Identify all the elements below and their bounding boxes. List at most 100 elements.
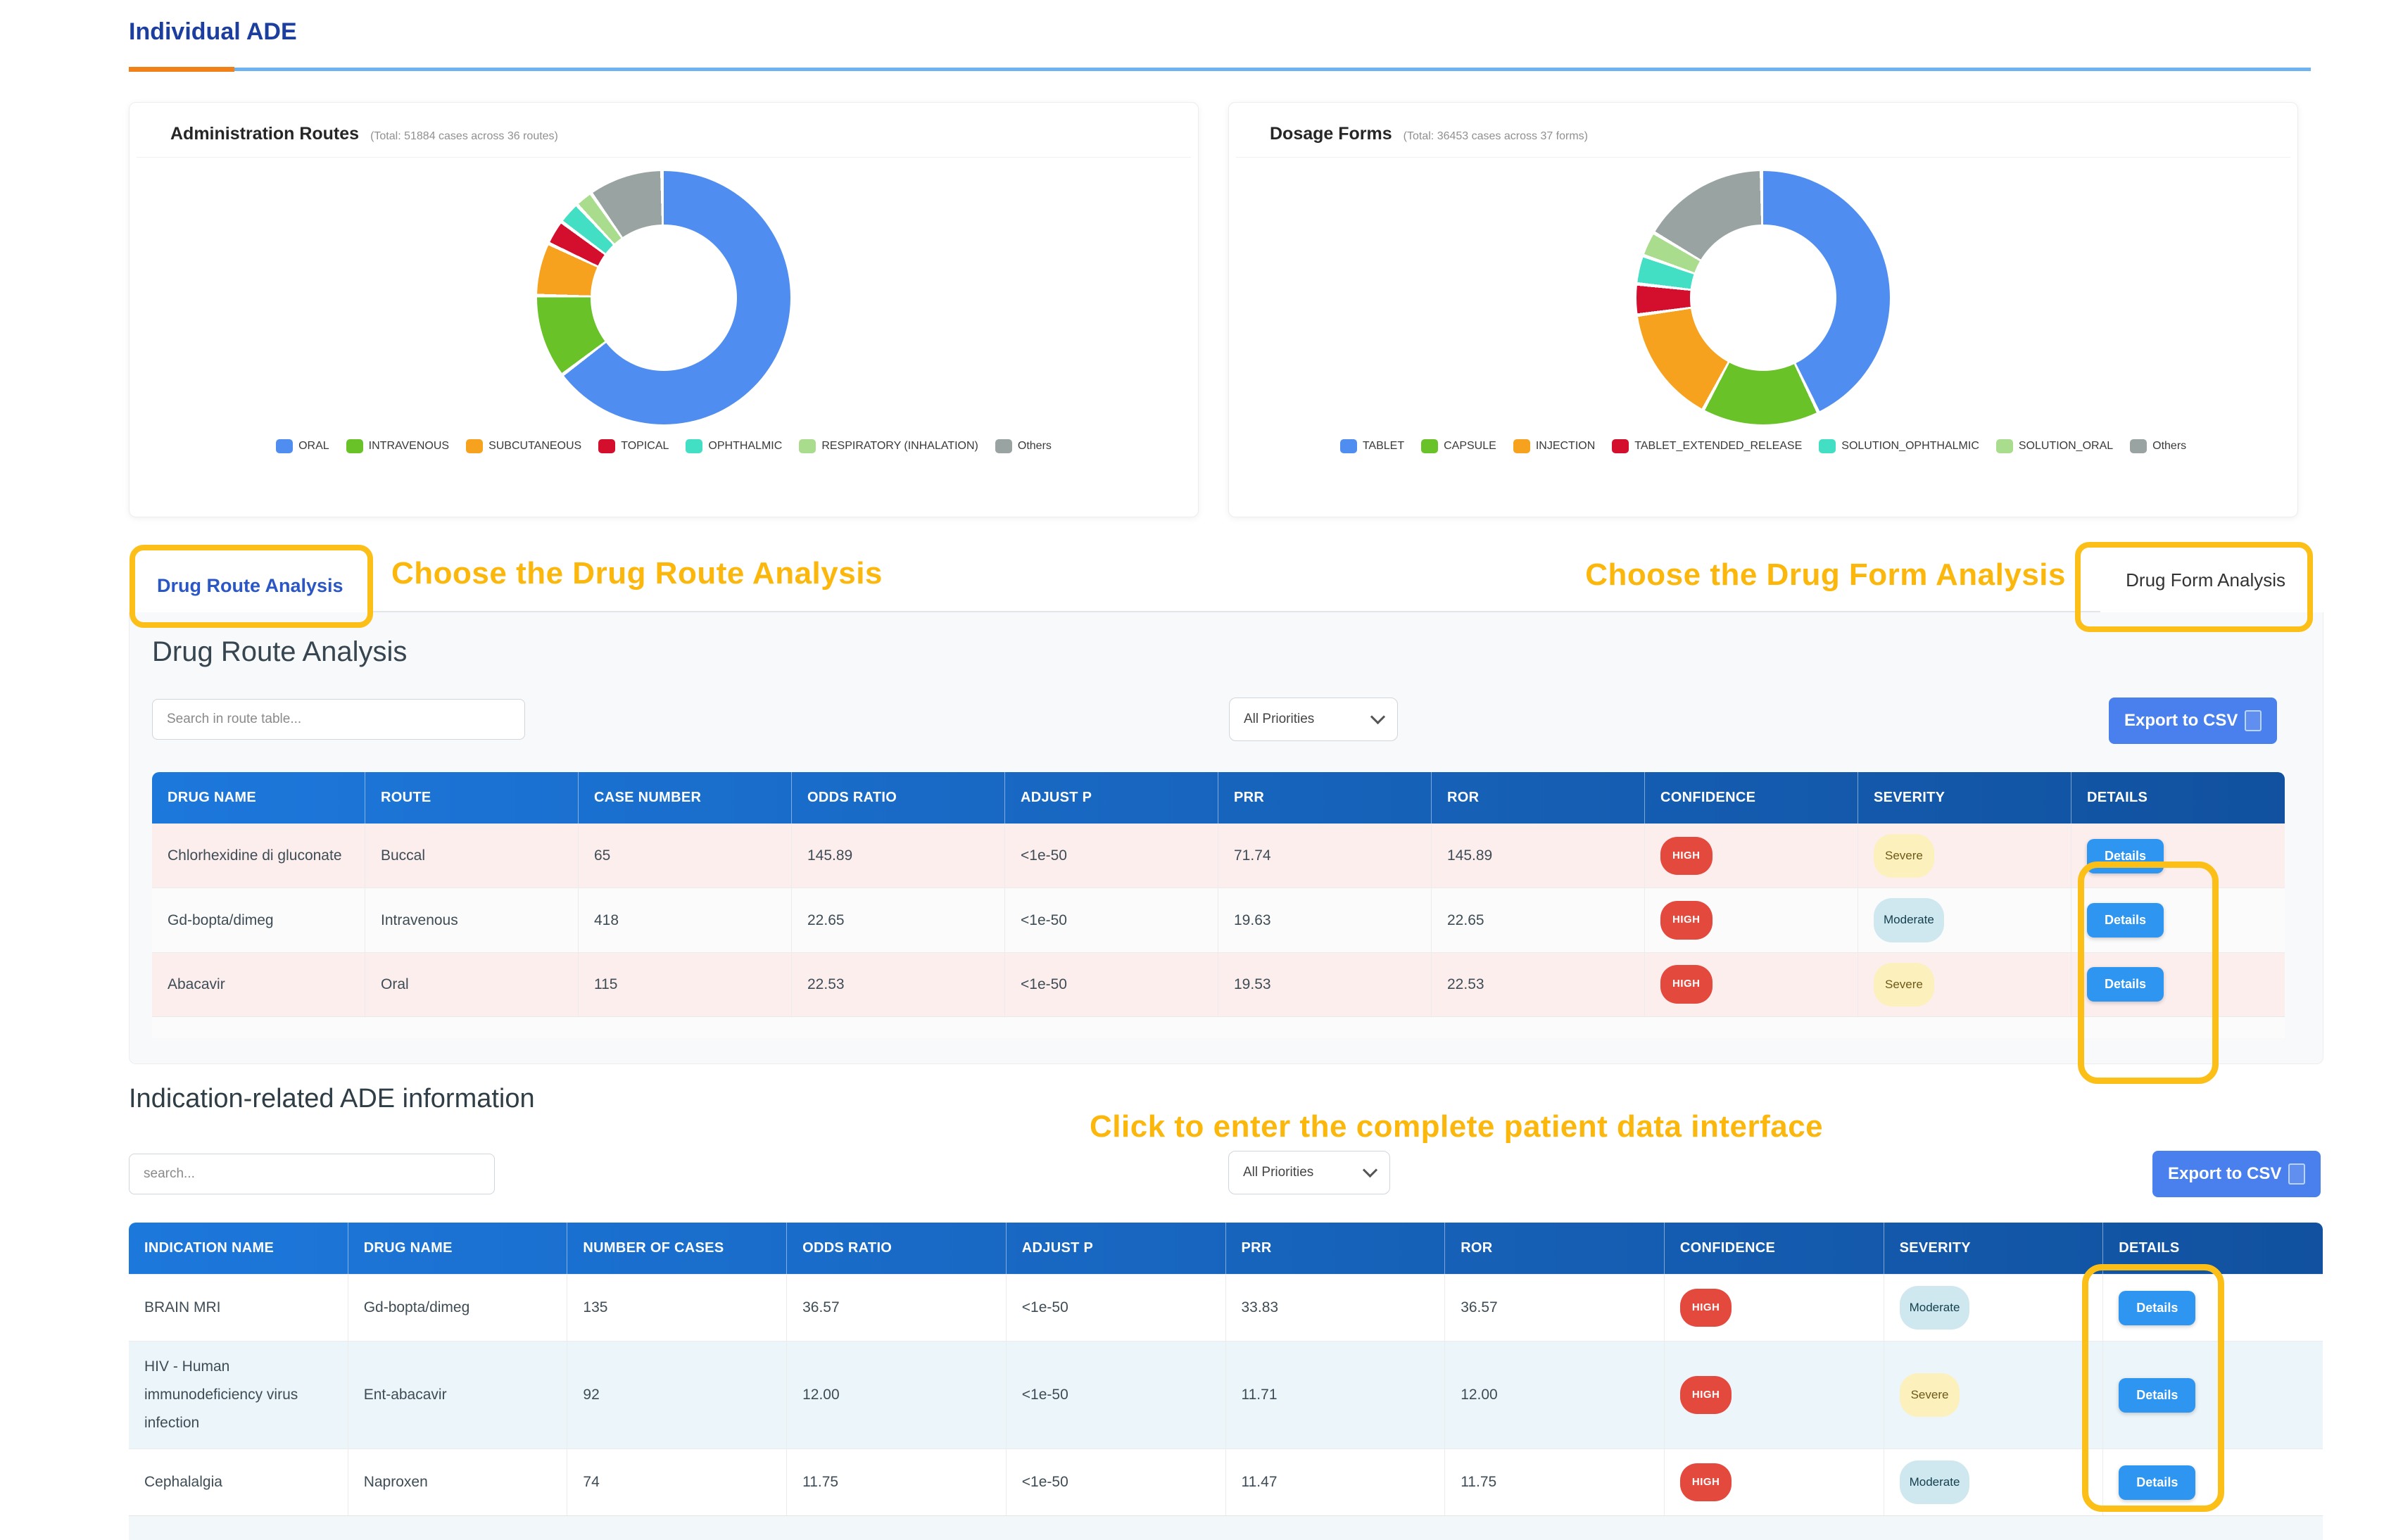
tab-underline-active-segment (129, 67, 234, 72)
column-header[interactable]: SEVERITY (1858, 772, 2071, 823)
tab-underline-track (234, 68, 2311, 71)
table-cell: 145.89 (792, 824, 1005, 888)
annotation-choose-form: Choose the Drug Form Analysis (1585, 557, 2066, 592)
column-header[interactable]: ROUTE (365, 772, 579, 823)
legend-item[interactable]: CAPSULE (1421, 439, 1496, 453)
confidence-cell: HIGH (1665, 1275, 1884, 1342)
confidence-cell: HIGH (1645, 888, 1858, 952)
column-header[interactable]: CONFIDENCE (1645, 772, 1858, 823)
legend-item[interactable]: TABLET (1339, 439, 1404, 453)
legend-item[interactable]: INJECTION (1513, 439, 1595, 453)
details-button[interactable]: Details (2119, 1465, 2196, 1500)
severity-cell: Moderate (1884, 1275, 2104, 1342)
legend-item[interactable]: TABLET_EXTENDED_RELEASE (1612, 439, 1802, 453)
column-header[interactable]: ODDS RATIO (792, 772, 1005, 823)
details-button[interactable]: Details (2119, 1377, 2196, 1413)
column-header[interactable]: CASE NUMBER (579, 772, 792, 823)
donut-hole (1690, 225, 1836, 371)
table-row-partial (129, 1515, 2323, 1540)
legend-swatch-icon (2130, 439, 2148, 453)
confidence-cell: HIGH (1665, 1449, 1884, 1516)
table-cell: <1e-50 (1007, 1275, 1226, 1342)
legend-swatch-icon (1421, 439, 1439, 453)
table-cell: Abacavir (152, 952, 365, 1016)
route-search-input[interactable] (152, 699, 525, 740)
table-cell: 36.57 (787, 1275, 1007, 1342)
legend-item[interactable]: Others (995, 439, 1052, 453)
legend-item[interactable]: Others (2130, 439, 2186, 453)
legend-item[interactable]: RESPIRATORY (INHALATION) (799, 439, 978, 453)
export-csv-button[interactable]: Export to CSV (2109, 698, 2278, 744)
column-header[interactable]: INDICATION NAME (129, 1223, 348, 1274)
legend-swatch-icon (799, 439, 816, 453)
table-row: Cephalalgia Naproxen 74 11.75 <1e-50 11.47 11.… (129, 1448, 2323, 1516)
dosage-forms-donut[interactable] (1636, 171, 1890, 424)
card-title: Dosage Forms (1270, 124, 1392, 144)
legend-label: OPHTHALMIC (708, 440, 783, 452)
details-button[interactable]: Details (2087, 838, 2164, 873)
column-header[interactable]: CONFIDENCE (1665, 1223, 1884, 1274)
legend-item[interactable]: SOLUTION_OPHTHALMIC (1819, 439, 1979, 453)
tab-drug-form-analysis[interactable]: Drug Form Analysis (2100, 553, 2311, 612)
severity-cell: Moderate (1884, 1449, 2104, 1516)
legend-item[interactable]: INTRAVENOUS (346, 439, 449, 453)
table-body: Chlorhexidine di gluconate Buccal 65 145.89… (152, 823, 2285, 1016)
table-cell: 19.53 (1218, 952, 1432, 1016)
legend-item[interactable]: SUBCUTANEOUS (466, 439, 581, 453)
table-cell: 22.65 (1432, 888, 1645, 952)
tab-drug-route-analysis[interactable]: Drug Route Analysis (129, 560, 372, 612)
priority-filter-select[interactable]: All Priorities (1228, 1151, 1390, 1194)
details-cell: Details (2103, 1342, 2323, 1449)
card-subtitle: (Total: 51884 cases across 36 routes) (370, 130, 558, 142)
confidence-cell: HIGH (1645, 824, 1858, 888)
table-cell: 418 (579, 888, 792, 952)
drug-route-analysis-panel: Drug Route Analysis All Priorities Expor… (129, 612, 2323, 1064)
legend-item[interactable]: OPHTHALMIC (686, 439, 782, 453)
section-title: Indication-related ADE information (129, 1084, 535, 1113)
details-button[interactable]: Details (2119, 1290, 2196, 1325)
indication-section: Indication-related ADE information All P… (129, 1084, 2323, 1540)
priority-filter-select[interactable]: All Priorities (1229, 698, 1398, 741)
legend-swatch-icon (1995, 439, 2013, 453)
column-header[interactable]: PRR (1218, 772, 1432, 823)
column-header[interactable]: PRR (1226, 1223, 1446, 1274)
section-title: Drug Route Analysis (152, 636, 408, 667)
table-cell: <1e-50 (1005, 952, 1218, 1016)
column-header[interactable]: NUMBER OF CASES (567, 1223, 788, 1274)
legend-item[interactable]: TOPICAL (598, 439, 669, 453)
details-cell: Details (2103, 1275, 2323, 1341)
details-cell: Details (2071, 953, 2285, 1016)
table-cell: 145.89 (1432, 824, 1645, 888)
export-csv-button[interactable]: Export to CSV (2152, 1151, 2321, 1197)
indication-search-input[interactable] (129, 1154, 495, 1194)
column-header[interactable]: DETAILS (2119, 1240, 2180, 1256)
tab-underline (129, 67, 2311, 72)
card-subtitle: (Total: 36453 cases across 37 forms) (1403, 130, 1589, 142)
column-header[interactable]: ADJUST P (1007, 1223, 1226, 1274)
column-header[interactable]: DRUG NAME (152, 772, 365, 823)
column-header[interactable]: ODDS RATIO (787, 1223, 1007, 1274)
legend-label: Others (1017, 440, 1052, 452)
column-header[interactable]: DRUG NAME (348, 1223, 568, 1274)
severity-badge: Moderate (1899, 1460, 1970, 1505)
column-header[interactable]: ROR (1432, 772, 1645, 823)
legend-item[interactable]: SOLUTION_ORAL (1995, 439, 2113, 453)
column-header[interactable]: DETAILS (2087, 790, 2148, 805)
legend-label: INTRAVENOUS (368, 440, 450, 452)
details-button[interactable]: Details (2087, 967, 2164, 1002)
details-button[interactable]: Details (2087, 902, 2164, 938)
table-cell: 12.00 (1445, 1342, 1665, 1449)
severity-badge: Moderate (1899, 1286, 1970, 1330)
page-title[interactable]: Individual ADE (129, 18, 297, 45)
column-header[interactable]: ROR (1445, 1223, 1665, 1274)
column-header[interactable]: ADJUST P (1005, 772, 1218, 823)
column-header[interactable]: SEVERITY (1884, 1223, 2104, 1274)
table-cell: <1e-50 (1005, 824, 1218, 888)
top-tab-bar: Individual ADE (129, 18, 2311, 72)
table-cell: 22.65 (792, 888, 1005, 952)
legend-item[interactable]: ORAL (276, 439, 329, 453)
table-cell: 71.74 (1218, 824, 1432, 888)
administration-routes-donut[interactable] (537, 171, 790, 424)
priority-filter-value: All Priorities (1244, 712, 1315, 726)
